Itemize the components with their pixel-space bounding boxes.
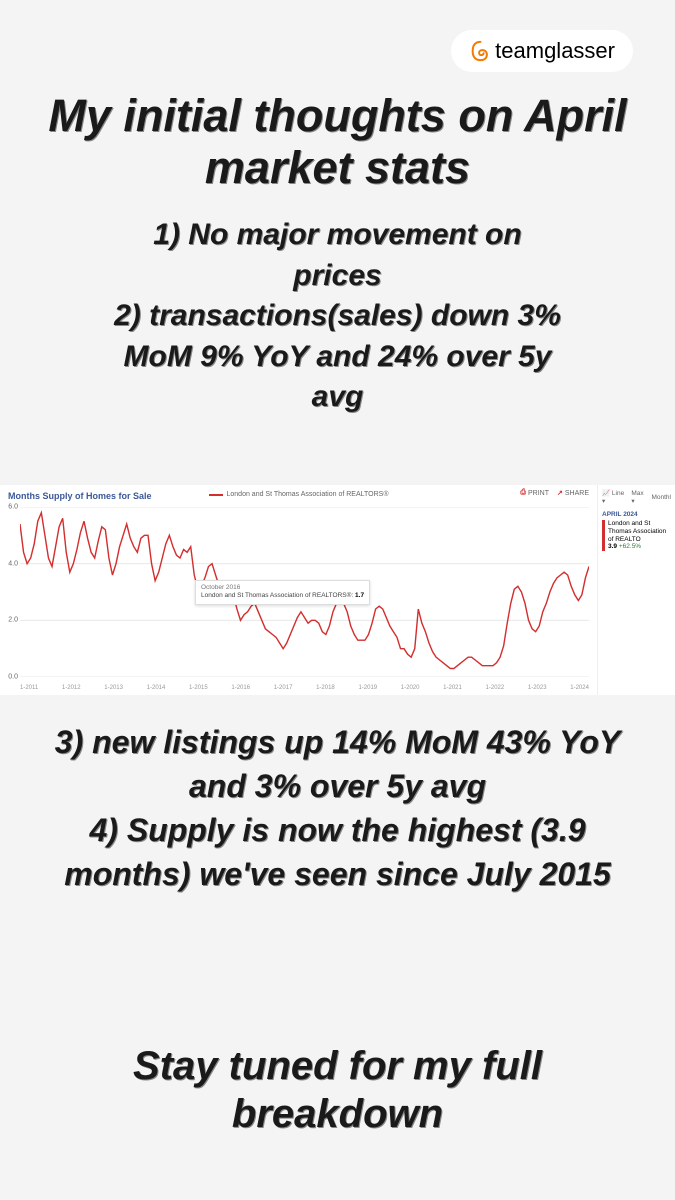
points-top-text: 1) No major movement on prices2) transac… <box>0 215 675 418</box>
side-date-label: APRIL 2024 <box>602 511 671 518</box>
freq-selector[interactable]: Monthl <box>651 494 671 501</box>
side-association: London and St Thomas Association of REAL… <box>608 520 671 543</box>
points-bottom-text: 3) new listings up 14% MoM 43% YoY and 3… <box>0 720 675 897</box>
chart-type-selector[interactable]: 📈 Line ▾ <box>602 489 627 505</box>
chart-legend: London and St Thomas Association of REAL… <box>209 491 389 498</box>
tooltip-value-line: London and St Thomas Association of REAL… <box>201 592 364 600</box>
side-pct-change: +62.5% <box>619 543 641 550</box>
y-axis-labels: 0.02.04.06.0 <box>4 507 18 677</box>
range-selector[interactable]: Max ▾ <box>631 490 647 505</box>
attribution-badge: teamglasser <box>451 30 633 72</box>
legend-line-swatch <box>209 494 223 496</box>
threads-icon <box>469 40 491 62</box>
side-controls: 📈 Line ▾ Max ▾ Monthl <box>602 489 671 505</box>
side-value-box: London and St Thomas Association of REAL… <box>602 520 671 551</box>
share-button[interactable]: ↗SHARE <box>557 489 589 497</box>
x-axis-labels: 1-20111-20121-20131-20141-20151-20161-20… <box>20 685 589 691</box>
chart-controls: ⎙PRINT ↗SHARE <box>520 489 589 497</box>
chart-container: Months Supply of Homes for Sale London a… <box>0 485 675 695</box>
headline-text: My initial thoughts on April market stat… <box>0 90 675 194</box>
print-button[interactable]: ⎙PRINT <box>520 489 549 497</box>
legend-label: London and St Thomas Association of REAL… <box>227 491 389 498</box>
chart-main-area: Months Supply of Homes for Sale London a… <box>0 485 597 695</box>
attribution-handle: teamglasser <box>495 38 615 64</box>
chart-side-panel: 📈 Line ▾ Max ▾ Monthl APRIL 2024 London … <box>597 485 675 695</box>
closing-text: Stay tuned for my full breakdown <box>0 1042 675 1138</box>
chart-tooltip: October 2016 London and St Thomas Associ… <box>195 580 370 605</box>
side-value: 3.9 <box>608 543 617 550</box>
